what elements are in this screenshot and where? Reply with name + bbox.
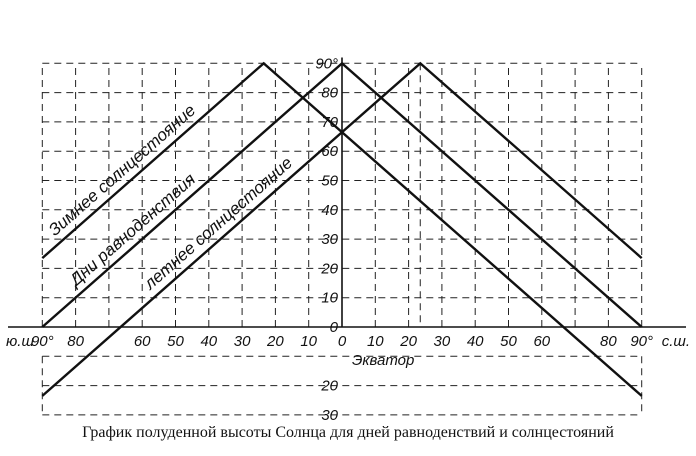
x-tick-label: 90°: [31, 333, 54, 350]
y-tick-label: 30: [321, 231, 338, 248]
series-label-2: Дни равноденствия: [65, 170, 200, 291]
series-line-1: [41, 61, 643, 397]
y-tick-label: 20: [320, 378, 338, 395]
y-tick-label: 80: [321, 85, 338, 102]
tick-labels: 90° 80 60 50 40 30 20 10 0 10 20 30 40 50 60 80 90°ю.ш с.…: [6, 55, 690, 424]
x-tick-label: 60: [533, 333, 550, 350]
y-tick-label: 20: [320, 260, 338, 277]
x-tick-label: 30: [434, 333, 451, 350]
y-tick-label: 10: [321, 290, 338, 307]
y-tick-label: 90°: [315, 55, 338, 72]
x-tick-label: 90°: [630, 333, 653, 350]
x-tick-label: 10: [367, 333, 384, 350]
x-tick-label: 50: [167, 333, 184, 350]
series-line-2: [41, 61, 643, 328]
x-tick-label: 0: [338, 333, 347, 350]
equator-label: Экватор: [352, 352, 414, 369]
y-tick-label: 30: [321, 407, 338, 424]
x-tick-label: 80: [67, 333, 84, 350]
x-tick-label: 40: [467, 333, 484, 350]
x-tick-label: 80: [600, 333, 617, 350]
x-tick-label: 10: [300, 333, 317, 350]
x-tick-label: 50: [500, 333, 517, 350]
series-line-3: [41, 61, 643, 397]
x-tick-label: 20: [399, 333, 417, 350]
x-tick-label: 60: [134, 333, 151, 350]
x-axis-right-label: с.ш.: [662, 333, 690, 350]
y-tick-label: 70: [321, 114, 338, 131]
y-tick-label: 60: [321, 143, 338, 160]
chart-caption: График полуденной высоты Солнца для дней…: [82, 424, 614, 441]
x-axis-left-label: ю.ш: [6, 333, 34, 350]
x-tick-label: 40: [200, 333, 217, 350]
y-tick-label: 50: [321, 173, 338, 190]
x-tick-label: 30: [234, 333, 251, 350]
series-label-3: летнее солнцестояние: [140, 153, 296, 294]
y-tick-label: 40: [321, 202, 338, 219]
y-tick-label: 0: [330, 319, 339, 336]
series-lines: [41, 61, 643, 397]
x-tick-label: 20: [266, 333, 284, 350]
